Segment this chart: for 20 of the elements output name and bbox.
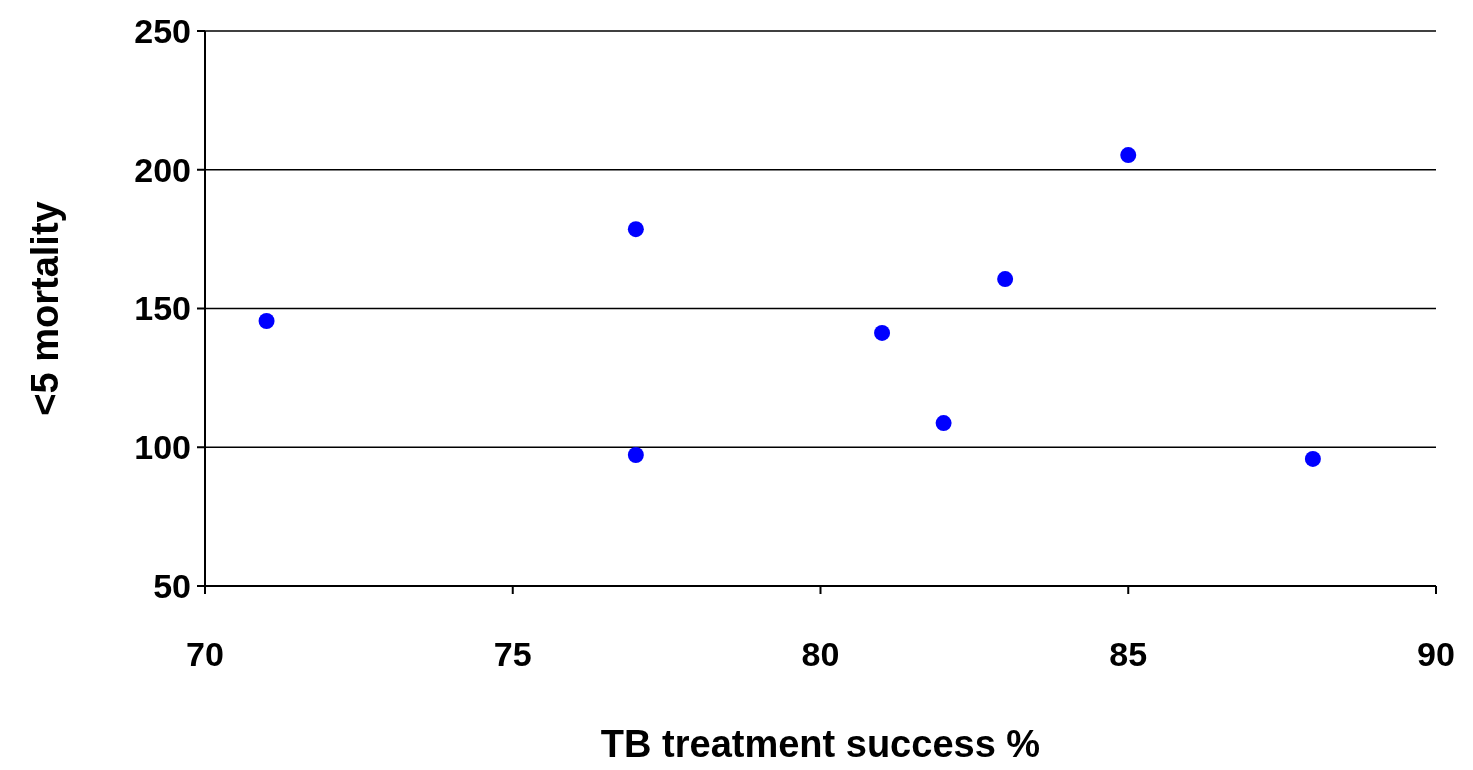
point: [997, 271, 1014, 288]
y-axis-title: <5 mortality: [24, 201, 66, 416]
point: [1304, 450, 1321, 467]
x-tick-label: 80: [801, 635, 840, 673]
y-tick-label: 100: [134, 428, 191, 467]
x-axis-title: TB treatment success %: [600, 723, 1041, 765]
point: [874, 324, 891, 341]
y-tick-label: 50: [153, 566, 191, 605]
y-tick-label: 250: [134, 11, 191, 50]
y-tick-label: 200: [134, 150, 191, 189]
point: [627, 447, 644, 463]
x-tick-label: 85: [1109, 635, 1148, 673]
point: [258, 313, 275, 329]
x-tick-label: 75: [493, 635, 532, 673]
y-tick-label: 150: [134, 289, 191, 328]
point: [627, 221, 644, 238]
point: [1120, 147, 1137, 164]
x-tick-label: 90: [1417, 635, 1455, 673]
x-tick-label: 70: [186, 635, 224, 673]
point: [935, 415, 952, 432]
